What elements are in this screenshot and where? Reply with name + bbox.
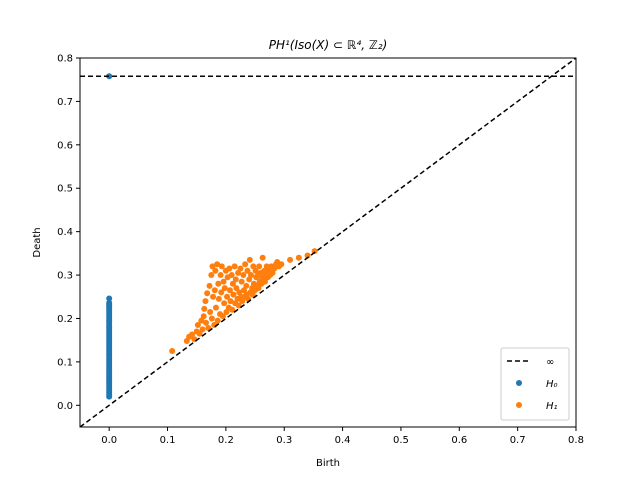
h1-point xyxy=(226,287,233,294)
y-tick-label: 0.1 xyxy=(57,357,73,368)
h0-point xyxy=(106,393,113,400)
y-tick-label: 0.0 xyxy=(57,401,73,412)
y-tick-label: 0.7 xyxy=(57,97,73,108)
legend-h0-marker xyxy=(516,380,522,386)
h1-point xyxy=(203,319,210,326)
h1-point xyxy=(259,254,266,261)
y-tick-label: 0.4 xyxy=(57,227,73,238)
h1-point xyxy=(201,305,208,312)
h1-point xyxy=(221,300,228,307)
h1-point xyxy=(227,298,234,305)
h0-point xyxy=(106,73,113,80)
y-tick-label: 0.5 xyxy=(57,184,73,195)
h1-point xyxy=(217,272,224,279)
x-tick-label: 0.1 xyxy=(160,435,176,446)
plot-frame xyxy=(79,57,577,428)
x-tick-label: 0.4 xyxy=(335,435,351,446)
h1-point xyxy=(229,306,236,313)
h1-point xyxy=(232,276,239,283)
chart-title: PH¹(Iso(X) ⊂ ℝ⁴, ℤ₂) xyxy=(269,38,388,52)
diagonal-line xyxy=(80,58,576,427)
h1-point xyxy=(208,315,215,322)
h1-point xyxy=(214,261,221,268)
h1-point xyxy=(215,280,222,287)
h1-point xyxy=(231,263,238,270)
h1-point xyxy=(246,256,253,263)
h1-point xyxy=(256,263,263,270)
h1-point xyxy=(194,321,201,328)
h1-point xyxy=(204,290,211,297)
y-tick-label: 0.3 xyxy=(57,271,73,282)
h1-point xyxy=(261,278,268,285)
h1-point xyxy=(200,313,207,320)
h1-point xyxy=(224,293,231,300)
h1-point xyxy=(295,254,302,261)
y-tick-label: 0.8 xyxy=(57,54,73,65)
h1-point xyxy=(243,282,250,289)
y-axis-ticks: 0.0 0.1 0.2 0.3 0.4 0.5 0.6 0.7 0.8 xyxy=(57,54,80,412)
h1-point xyxy=(255,285,262,292)
h1-point xyxy=(218,263,225,270)
h1-point xyxy=(215,295,222,302)
h1-point xyxy=(189,331,196,338)
h1-point xyxy=(240,272,247,279)
h1-point xyxy=(237,265,244,272)
h1-point xyxy=(196,330,203,337)
x-tick-label: 0.6 xyxy=(451,435,467,446)
legend: ∞ H₀ H₁ xyxy=(500,347,570,421)
h1-point xyxy=(228,272,235,279)
h1-point xyxy=(199,326,206,333)
h1-point xyxy=(206,282,213,289)
h1-point xyxy=(244,267,251,274)
h1-point xyxy=(242,261,249,268)
h1-point xyxy=(226,265,233,272)
legend-h0-label: H₀ xyxy=(546,379,558,390)
legend-h1-marker xyxy=(516,402,522,408)
x-tick-label: 0.7 xyxy=(510,435,526,446)
h1-point xyxy=(218,289,225,296)
h1-point xyxy=(230,291,237,298)
x-tick-label: 0.3 xyxy=(276,435,292,446)
h1-point xyxy=(238,278,245,285)
x-tick-label: 0.8 xyxy=(568,435,584,446)
legend-infinity-label: ∞ xyxy=(546,357,554,368)
h1-point xyxy=(212,304,219,311)
h1-point xyxy=(278,261,285,268)
x-axis-title: Birth xyxy=(316,458,340,469)
h1-point xyxy=(214,317,221,324)
h1-point xyxy=(211,287,218,294)
h1-point xyxy=(247,272,254,279)
h1-point xyxy=(210,293,217,300)
h1-point xyxy=(212,267,219,274)
y-tick-label: 0.2 xyxy=(57,314,73,325)
y-tick-label: 0.6 xyxy=(57,140,73,151)
h1-point xyxy=(219,313,226,320)
h1-point xyxy=(221,285,228,292)
h1-point xyxy=(202,298,209,305)
y-axis-title: Death xyxy=(32,227,43,257)
h1-point xyxy=(229,280,236,287)
x-tick-label: 0.2 xyxy=(218,435,234,446)
h1-point xyxy=(169,348,176,355)
h1-point xyxy=(287,256,294,263)
h1-point xyxy=(208,272,215,279)
h1-point xyxy=(233,285,240,292)
h1-point xyxy=(220,278,227,285)
h1-point xyxy=(207,308,214,315)
h0-point xyxy=(106,295,113,302)
x-axis-ticks: 0.0 0.1 0.2 0.3 0.4 0.5 0.6 0.7 0.8 xyxy=(101,427,584,446)
x-tick-label: 0.0 xyxy=(101,435,117,446)
plot-content xyxy=(80,58,576,427)
legend-h1-label: H₁ xyxy=(546,401,558,412)
h1-point xyxy=(304,252,311,259)
h1-point xyxy=(209,263,216,270)
legend-box xyxy=(500,347,570,421)
h1-point xyxy=(191,336,198,343)
x-tick-label: 0.5 xyxy=(393,435,409,446)
